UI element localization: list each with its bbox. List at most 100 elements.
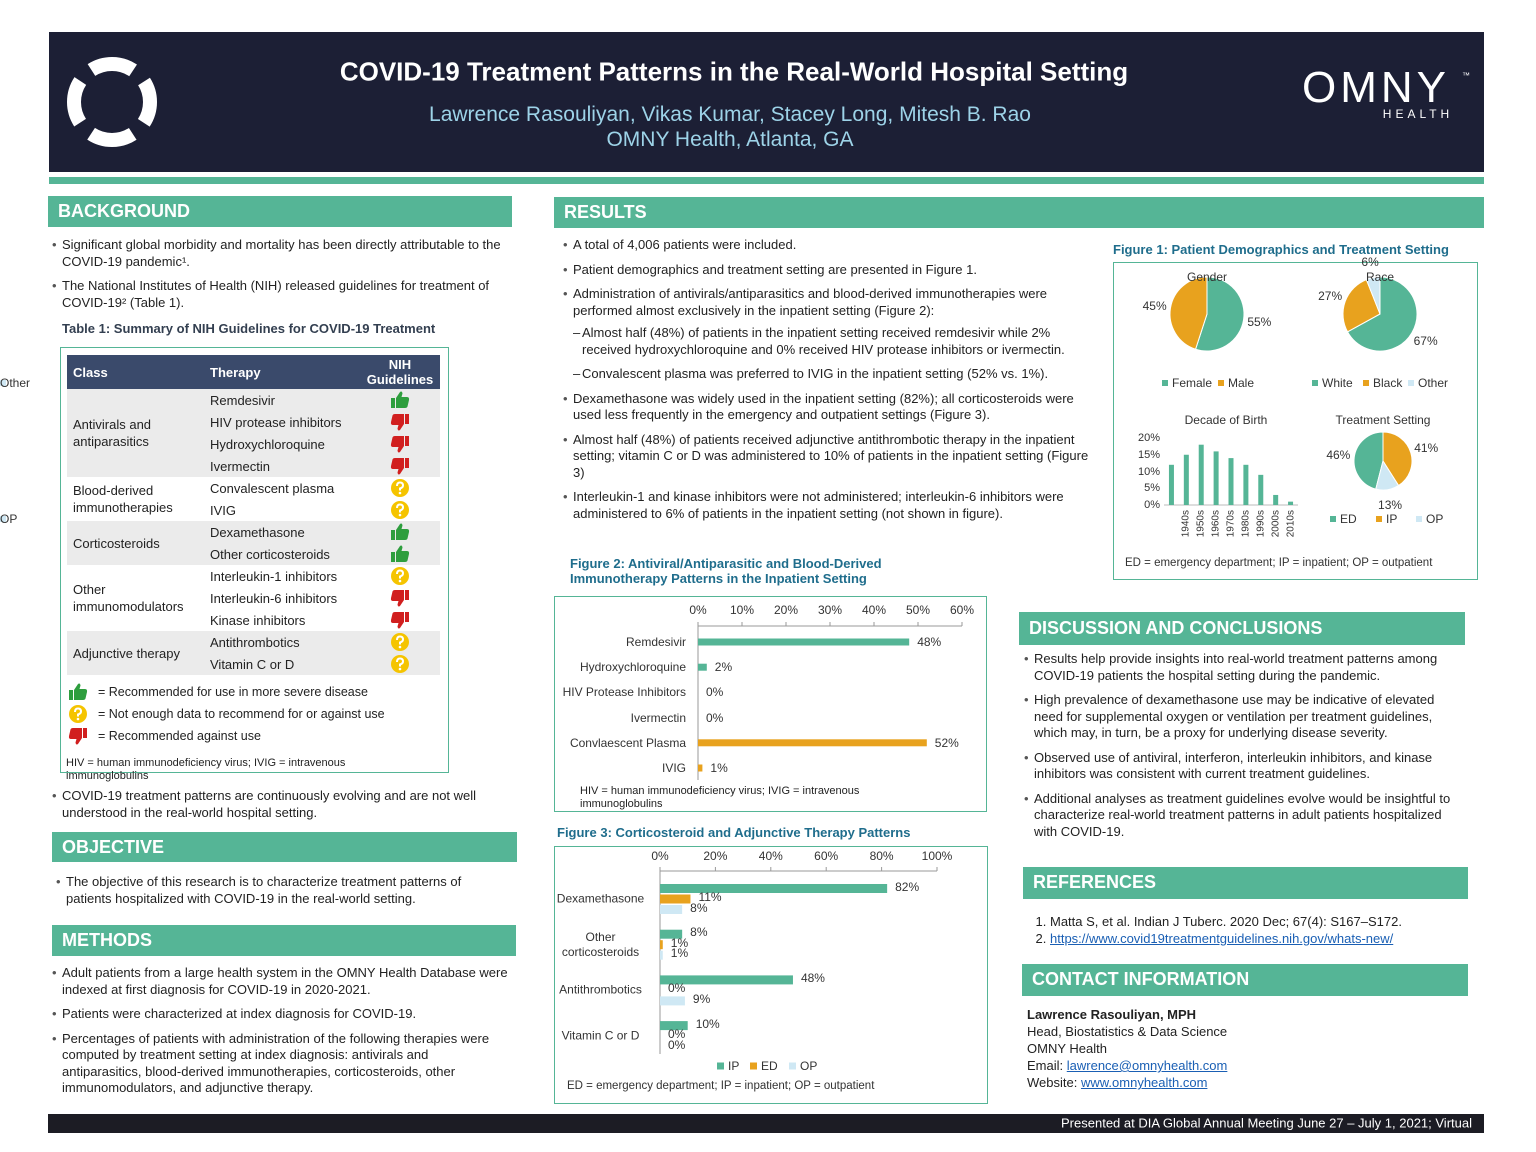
therapy-cell: Other corticosteroids xyxy=(210,546,330,562)
label: Email: xyxy=(1027,1058,1064,1073)
x-tick-label: 30% xyxy=(817,603,843,617)
icon-hand xyxy=(390,414,404,431)
bullet-list: Results help provide insights into real-… xyxy=(1024,651,1464,848)
legend-label: Female xyxy=(1172,376,1213,390)
category-label: Remdesivir xyxy=(625,635,686,649)
x-tick-label: 100% xyxy=(921,849,953,863)
therapy-cell: Dexamethasone xyxy=(210,524,305,540)
icon-question xyxy=(391,633,409,651)
bullet: Interleukin-1 and kinase inhibitors were… xyxy=(563,489,1091,522)
rating-cell xyxy=(360,477,440,499)
bullet-list: COVID-19 treatment patterns are continuo… xyxy=(52,788,508,829)
category-label: Other corticosteroids xyxy=(561,929,640,959)
data-label: 0% xyxy=(668,981,686,996)
icon-glyph xyxy=(396,481,405,491)
table-header-row: Class Therapy NIH Guidelines xyxy=(67,355,440,389)
figure-caption: Figure 2: Antiviral/Antiparasitic and Bl… xyxy=(570,556,882,586)
legend-label: ED xyxy=(761,1059,778,1073)
reference-text: https://www.covid19treatmentguidelines.n… xyxy=(1050,931,1394,946)
category-label: IVIG xyxy=(661,761,686,775)
icon-cuff xyxy=(405,458,409,468)
bar xyxy=(660,894,691,904)
table-row: Other immunomodulators Interleukin-1 inhi… xyxy=(67,565,440,614)
bullet: Results help provide insights into real-… xyxy=(1024,651,1464,684)
figure-caption: Figure 1: Patient Demographics and Treat… xyxy=(1113,242,1449,257)
column-header: Therapy xyxy=(204,355,360,389)
category-label: Antithrombotics xyxy=(559,982,642,997)
legend-swatch xyxy=(750,1062,757,1070)
data-label: 11% xyxy=(698,890,722,904)
bar xyxy=(1183,454,1189,505)
icon-hand xyxy=(74,683,88,700)
table: Class Therapy NIH Guidelines Antivirals and… xyxy=(67,355,440,675)
x-tick-label: 0% xyxy=(651,849,669,863)
x-tick-label: 20% xyxy=(773,603,799,617)
icon-hand xyxy=(390,590,404,607)
table-legend: = Recommended for use in more severe dis… xyxy=(68,682,438,748)
class-cell: Corticosteroids xyxy=(73,535,160,551)
website-link[interactable]: www.omnyhealth.com xyxy=(1080,1075,1208,1090)
footer-band xyxy=(48,1114,1484,1133)
icon-down xyxy=(390,612,409,629)
icon-question xyxy=(391,479,409,497)
bullet-list: A total of 4,006 patients were included.… xyxy=(563,237,1091,530)
icon-thumb xyxy=(391,523,410,540)
icon-cuff xyxy=(405,436,409,446)
data-label: 27% xyxy=(1318,289,1343,304)
data-label: 10% xyxy=(695,1016,720,1031)
icon-hand xyxy=(390,436,404,453)
icon-thumb xyxy=(391,545,410,562)
icon-cuff xyxy=(405,590,409,600)
rating-cell xyxy=(360,609,440,631)
bar xyxy=(660,950,663,960)
legend-swatch xyxy=(1218,380,1224,386)
icon-glyph xyxy=(396,503,405,513)
icon-dot xyxy=(76,717,80,721)
chart-title: Decade of Birth xyxy=(1184,413,1268,427)
email-link[interactable]: lawrence@omnyhealth.com xyxy=(1066,1058,1228,1073)
section-heading: BACKGROUND xyxy=(48,196,512,227)
data-label: 41% xyxy=(1414,441,1439,456)
logo-mark xyxy=(67,57,157,147)
y-tick-label: 15% xyxy=(1137,448,1160,461)
bullet: Patient demographics and treatment setti… xyxy=(563,262,1091,279)
legend-swatch xyxy=(1416,516,1422,522)
x-tick-label: 80% xyxy=(869,849,894,863)
therapy-cell: Hydroxychloroquine xyxy=(210,436,325,452)
icon-thumb xyxy=(390,436,409,453)
rating-cell xyxy=(360,565,440,587)
data-label: 67% xyxy=(1413,333,1438,348)
figure-box xyxy=(554,596,987,812)
sub-bullet: Convalescent plasma was preferred to IVI… xyxy=(573,366,1091,383)
therapy-cell: Kinase inhibitors xyxy=(210,612,306,628)
icon-down xyxy=(390,436,409,453)
affiliation: OMNY Health, Atlanta, GA xyxy=(606,128,854,151)
rating-cell xyxy=(360,587,440,609)
bullet: Dexamethasone was widely used in the inp… xyxy=(563,391,1091,424)
data-label: 0% xyxy=(706,685,724,700)
rating-cell xyxy=(360,653,440,675)
bar xyxy=(1228,458,1234,505)
data-label: 8% xyxy=(690,925,708,940)
bullet: Additional analyses as treatment guideli… xyxy=(1024,791,1464,841)
x-tick-label: 2010s xyxy=(1285,510,1297,538)
table-row: Blood-derived immunotherapies Convalescen… xyxy=(67,477,440,515)
icon-hand xyxy=(390,612,404,629)
x-tick-label: 1990s xyxy=(1255,510,1267,538)
icon-up xyxy=(391,391,410,408)
data-label: 52% xyxy=(934,735,959,750)
x-tick-label: 10% xyxy=(729,603,755,617)
bar xyxy=(660,975,793,985)
category-label: Ivermectin xyxy=(630,710,686,725)
icon-up xyxy=(391,545,410,562)
legend-swatch xyxy=(1162,380,1168,386)
therapy-cell: Vitamin C or D xyxy=(210,656,295,672)
icon-dot xyxy=(398,579,402,583)
icon-glyph xyxy=(396,635,405,645)
sub-list: Almost half (48%) of patients in the inp… xyxy=(573,325,1091,383)
pie-slice xyxy=(1353,431,1384,490)
legend-label: Male xyxy=(1228,376,1255,390)
bullet-list: Significant global morbidity and mortali… xyxy=(52,237,506,319)
therapy-cell: Convalescent plasma xyxy=(210,480,335,496)
authors: Lawrence Rasouliyan, Vikas Kumar, Stacey… xyxy=(429,103,1031,126)
